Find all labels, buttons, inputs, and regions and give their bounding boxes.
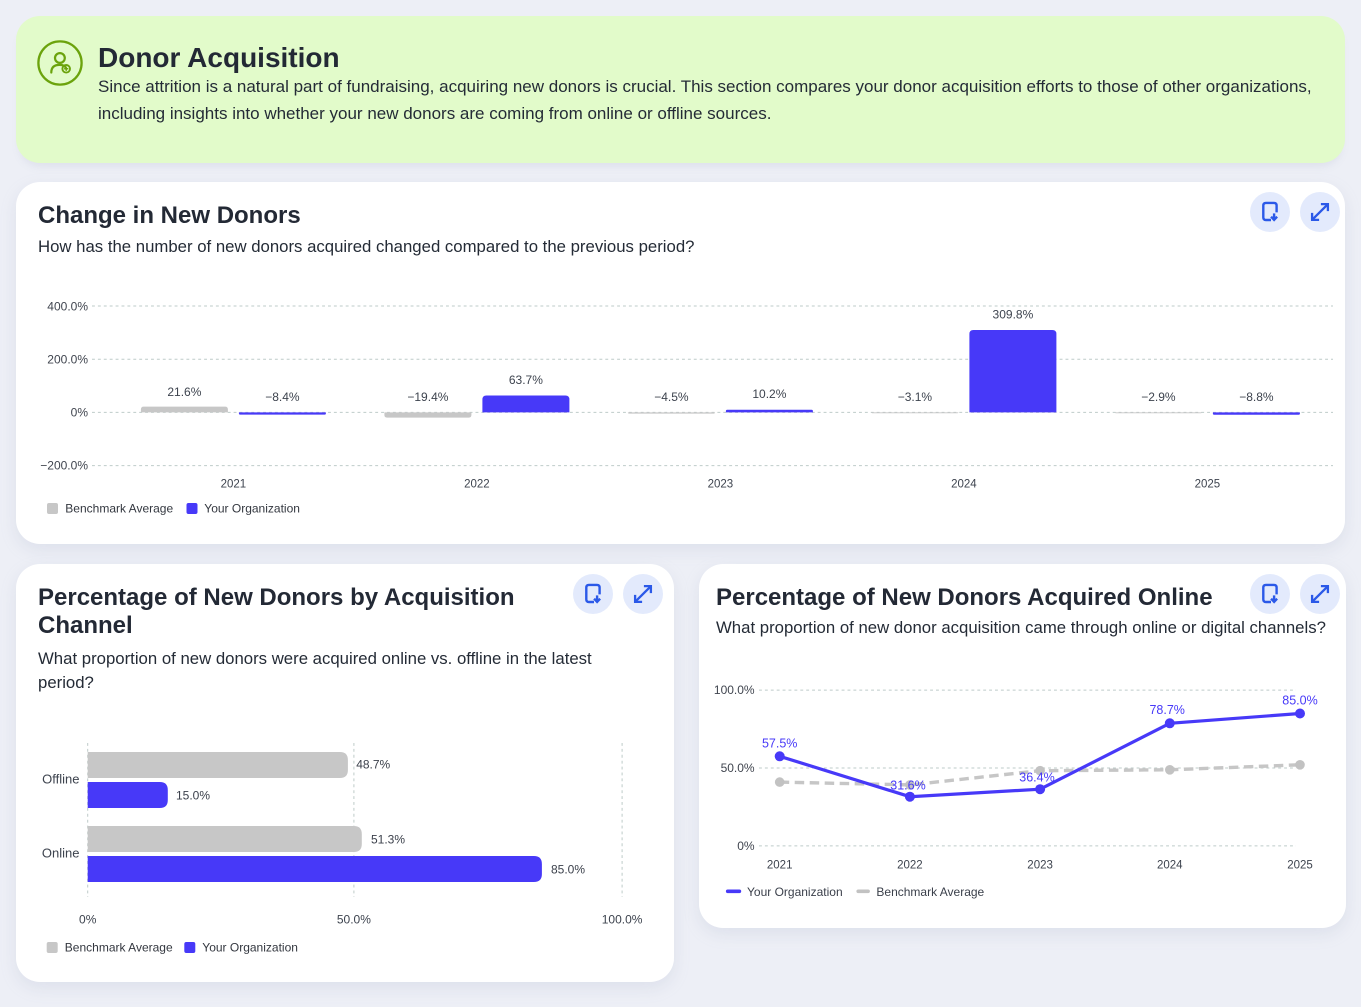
svg-text:51.3%: 51.3% [371, 832, 405, 846]
svg-text:−200.0%: −200.0% [40, 459, 88, 473]
svg-text:Your Organization: Your Organization [202, 941, 298, 955]
svg-text:2023: 2023 [1027, 860, 1053, 872]
svg-text:85.0%: 85.0% [1282, 694, 1317, 708]
svg-text:36.4%: 36.4% [1019, 771, 1054, 785]
svg-text:85.0%: 85.0% [551, 862, 585, 876]
svg-text:0%: 0% [737, 839, 755, 853]
svg-text:48.7%: 48.7% [356, 757, 390, 771]
svg-text:−8.4%: −8.4% [265, 390, 300, 404]
svg-text:Your Organization: Your Organization [204, 502, 300, 516]
svg-text:100.0%: 100.0% [602, 912, 643, 926]
svg-text:2025: 2025 [1195, 479, 1221, 491]
svg-text:2024: 2024 [951, 479, 977, 491]
svg-text:2021: 2021 [221, 479, 247, 491]
svg-text:63.7%: 63.7% [509, 373, 543, 387]
svg-text:50.0%: 50.0% [337, 912, 371, 926]
svg-text:2022: 2022 [897, 860, 923, 872]
svg-text:31.6%: 31.6% [890, 778, 925, 792]
svg-text:−8.8%: −8.8% [1239, 390, 1274, 404]
svg-text:Your Organization: Your Organization [747, 885, 843, 899]
svg-text:−3.1%: −3.1% [898, 390, 933, 404]
svg-text:200.0%: 200.0% [47, 353, 88, 367]
svg-text:Online: Online [42, 845, 80, 860]
svg-text:Benchmark Average: Benchmark Average [65, 941, 173, 955]
svg-text:15.0%: 15.0% [176, 788, 210, 802]
svg-text:2022: 2022 [464, 479, 490, 491]
svg-text:2025: 2025 [1287, 860, 1313, 872]
svg-text:10.2%: 10.2% [752, 387, 786, 401]
svg-text:−19.4%: −19.4% [407, 390, 448, 404]
svg-text:−2.9%: −2.9% [1141, 390, 1176, 404]
svg-text:78.7%: 78.7% [1149, 703, 1184, 717]
svg-text:2024: 2024 [1157, 860, 1183, 872]
svg-text:400.0%: 400.0% [47, 300, 88, 314]
svg-text:0%: 0% [71, 406, 89, 420]
svg-text:Benchmark Average: Benchmark Average [876, 885, 984, 899]
svg-text:2021: 2021 [767, 860, 793, 872]
svg-text:Benchmark Average: Benchmark Average [65, 502, 173, 516]
svg-text:0%: 0% [79, 912, 97, 926]
svg-text:57.5%: 57.5% [762, 736, 797, 750]
svg-text:21.6%: 21.6% [167, 385, 201, 399]
svg-text:Offline: Offline [42, 771, 79, 786]
svg-text:100.0%: 100.0% [714, 683, 755, 697]
svg-text:50.0%: 50.0% [721, 761, 755, 775]
svg-text:309.8%: 309.8% [993, 307, 1034, 321]
svg-text:−4.5%: −4.5% [654, 390, 689, 404]
svg-text:2023: 2023 [708, 479, 734, 491]
